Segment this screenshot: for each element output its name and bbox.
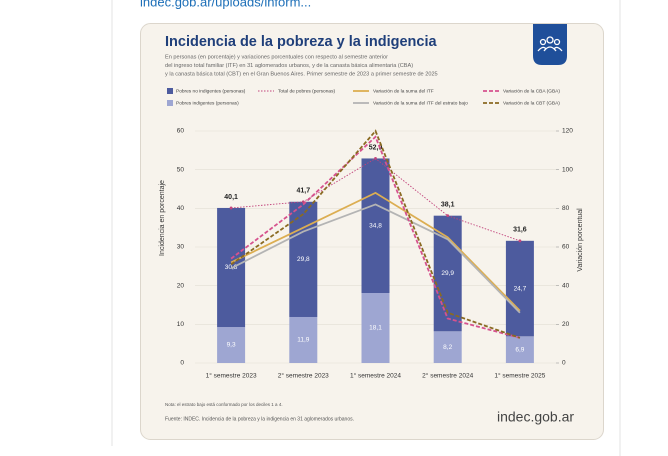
subtitle: En personas (en porcentaje) y variacione… [165,54,388,60]
total-label: 52,9 [369,144,383,151]
icon-badge [533,24,567,65]
bar [361,293,390,363]
bar-label: 34,8 [369,222,382,229]
series-line [230,129,521,339]
y2-tick-label: 120 [562,128,573,135]
bar [505,240,534,337]
series-line [230,191,521,312]
bar-label: 8,2 [443,344,452,351]
legend-label: Variación de la CBT (GBA) [503,100,560,106]
bar-label: 29,9 [441,270,454,277]
link[interactable]: indec.gob.ar/uploads/inform... [140,0,311,9]
x-tick-label: 1° semestre 2024 [350,372,401,380]
bar [289,201,318,317]
bar-label: 24,7 [514,285,527,292]
legend-label: Total de pobres (personas) [278,88,335,94]
note: Nota: el estrato bajo está conformado po… [165,402,283,407]
point [301,200,305,204]
subtitle: del ingreso total familiar (ITF) en 31 a… [165,63,413,69]
y-tick-label: 50 [177,166,185,173]
y2-tick-label: 40 [562,282,570,289]
total-label: 40,1 [224,194,238,201]
legend-swatch [167,100,173,106]
legend-label: Variación de la CBA (GBA) [503,88,560,94]
bar [217,327,246,363]
y2-axis-title: Variación porcentual [577,208,584,272]
bar [289,316,318,363]
bar-label: 29,8 [297,256,310,263]
bar-label: 18,1 [369,325,382,332]
x-tick-label: 1° semestre 2025 [494,372,545,380]
subtitle: y la canasta básica total (CBT) en el Gr… [165,71,438,77]
y2-tick-label: 60 [562,244,570,251]
total-label: 31,6 [513,227,527,234]
y-tick-label: 60 [177,128,185,135]
y2-tick-label: 80 [562,205,570,212]
legend-swatch [167,88,173,94]
series-line [230,135,521,339]
total-label: 41,7 [296,188,310,195]
legend-label: Variación de la suma del ITF del estrato… [373,100,468,106]
source: Fuente: INDEC. Incidencia de la pobreza … [165,416,354,422]
bar-label: 6,9 [515,346,524,353]
point [374,157,377,160]
bar-label: 9,3 [227,342,236,349]
people-icon [537,36,563,52]
x-tick-label: 1° semestre 2023 [206,372,257,380]
bar [433,331,462,363]
y2-tick-label: 20 [562,321,570,328]
point [229,206,233,210]
legend-label: Variación de la suma del ITF [373,88,434,94]
bar [505,336,534,363]
bar-label: 11,9 [297,337,310,344]
total-label: 38,1 [441,202,455,209]
legend-label: Pobres indigentes (personas) [176,100,239,106]
y-tick-label: 30 [177,244,185,251]
series-line [230,203,521,314]
y-tick-label: 40 [177,205,185,212]
bar [361,158,390,294]
y-tick-label: 20 [177,282,185,289]
legend-label: Pobres no indigentes (personas) [176,88,246,94]
y-tick-label: 0 [180,360,184,367]
point [518,239,522,243]
x-tick-label: 2° semestre 2024 [422,372,473,380]
y-tick-label: 10 [177,321,185,328]
point [446,214,450,218]
y-axis-title: Incidencia en porcentaje [159,180,166,256]
y2-tick-label: 100 [562,166,573,173]
x-tick-label: 2° semestre 2023 [278,372,329,380]
y2-tick-label: 0 [562,360,566,367]
chart-title: Incidencia de la pobreza y la indigencia [165,34,437,50]
logo: indec.gob.ar [497,409,574,425]
